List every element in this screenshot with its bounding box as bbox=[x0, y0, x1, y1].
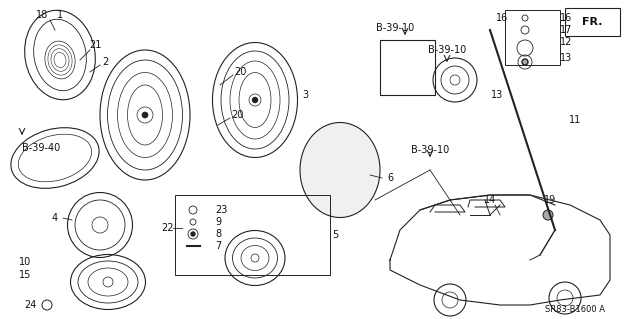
Text: 6: 6 bbox=[387, 173, 393, 183]
Text: 16: 16 bbox=[496, 13, 508, 23]
Text: 11: 11 bbox=[569, 115, 581, 125]
Text: 20: 20 bbox=[231, 110, 243, 120]
Bar bbox=[380, 40, 435, 95]
Text: B-39-10: B-39-10 bbox=[428, 45, 466, 55]
Text: 3: 3 bbox=[302, 90, 308, 100]
Text: B-39-40: B-39-40 bbox=[22, 143, 60, 153]
Text: 8: 8 bbox=[215, 229, 221, 239]
Text: 1: 1 bbox=[57, 10, 63, 20]
Text: 20: 20 bbox=[234, 67, 246, 77]
Text: 16: 16 bbox=[560, 13, 572, 23]
Text: 18: 18 bbox=[36, 10, 48, 20]
Text: 19: 19 bbox=[544, 195, 556, 205]
Text: 23: 23 bbox=[215, 205, 227, 215]
Text: 9: 9 bbox=[215, 217, 221, 227]
Circle shape bbox=[253, 98, 257, 102]
Text: 7: 7 bbox=[215, 241, 221, 251]
Bar bbox=[565, 8, 620, 36]
Text: 15: 15 bbox=[19, 270, 31, 280]
Bar bbox=[175, 195, 330, 275]
Text: 10: 10 bbox=[19, 257, 31, 267]
Text: 24: 24 bbox=[24, 300, 36, 310]
Text: SR83-B1600 A: SR83-B1600 A bbox=[545, 306, 605, 315]
Text: B-39-10: B-39-10 bbox=[411, 145, 449, 155]
Text: 14: 14 bbox=[484, 195, 496, 205]
Text: 5: 5 bbox=[332, 230, 338, 240]
Text: B-39-10: B-39-10 bbox=[376, 23, 414, 33]
Text: 17: 17 bbox=[560, 25, 572, 35]
Circle shape bbox=[142, 112, 148, 118]
Text: 12: 12 bbox=[560, 37, 572, 47]
Text: 22: 22 bbox=[162, 223, 174, 233]
Text: 2: 2 bbox=[102, 57, 108, 67]
Text: 13: 13 bbox=[491, 90, 503, 100]
Text: FR.: FR. bbox=[582, 17, 602, 27]
Ellipse shape bbox=[300, 122, 380, 218]
Text: 4: 4 bbox=[52, 213, 58, 223]
Bar bbox=[505, 10, 560, 65]
Text: 13: 13 bbox=[560, 53, 572, 63]
Circle shape bbox=[191, 232, 195, 236]
Text: 21: 21 bbox=[89, 40, 101, 50]
Circle shape bbox=[522, 59, 528, 65]
Circle shape bbox=[543, 210, 553, 220]
